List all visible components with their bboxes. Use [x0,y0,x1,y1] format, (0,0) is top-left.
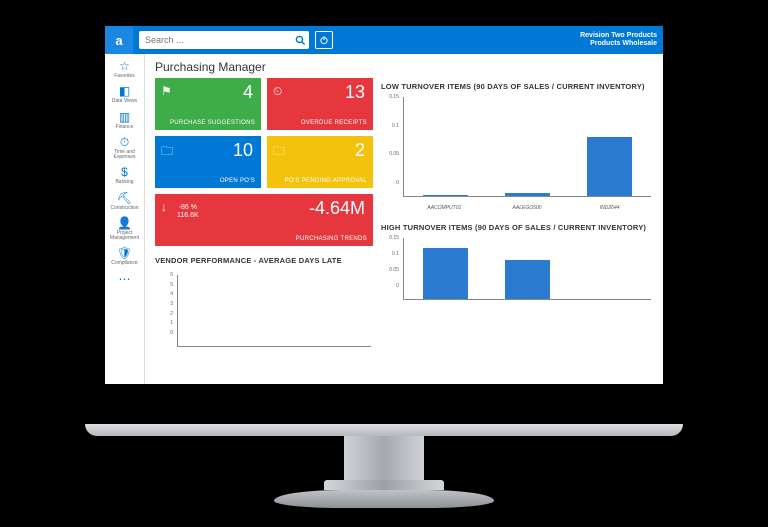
sidebar-item-more[interactable]: ⋯ [107,271,143,287]
topbar: a Revision Two Products Products Wholesa… [105,26,663,54]
tile-label: OPEN PO'S [220,178,255,184]
tile-purchasing-trends[interactable]: ↓ -86 % 116.6K -4.64M PURCHASING TRENDS [155,194,373,246]
tile-label: PURCHASING TRENDS [296,236,367,242]
person-icon: 👤 [117,217,132,229]
tile-open-pos[interactable]: 🗀 10 OPEN PO'S [155,136,261,188]
tile-value: 4 [243,82,253,103]
monitor-stand-base [274,490,494,508]
sidebar-item-label: Construction [110,206,138,211]
tile-label: PURCHASE SUGGESTIONS [170,120,255,126]
search-box[interactable] [139,31,309,49]
tile-value: -4.64M [309,198,365,219]
low-turnover-title: LOW TURNOVER ITEMS (90 DAYS OF SALES / C… [381,82,653,91]
app-logo[interactable]: a [105,26,133,54]
tile-label: OVERDUE RECEIPTS [301,120,367,126]
main-content: Purchasing Manager ⚑ 4 PURCHASE SUGGESTI… [145,54,663,384]
grid-icon: ◧ [119,85,130,97]
high-turnover-title: HIGH TURNOVER ITEMS (90 DAYS OF SALES / … [381,223,653,232]
search-input[interactable] [139,35,291,45]
tile-label: PO'S PENDING APPROVAL [285,178,367,184]
finance-icon: ▥ [119,111,130,123]
tile-value: 10 [233,140,253,161]
tile-overdue-receipts[interactable]: ⏲ 13 OVERDUE RECEIPTS [267,78,373,130]
hammer-icon: ⛏ [117,192,132,204]
more-icon: ⋯ [119,273,131,285]
sidebar-item-project[interactable]: 👤 Project Management [107,215,143,244]
tile-value: 2 [355,140,365,161]
clock-icon: ⏲ [273,84,282,99]
sidebar-item-label: Finance [116,125,134,130]
app-screen: a Revision Two Products Products Wholesa… [105,26,663,384]
trend-pct-val: -86 % [177,204,199,212]
clock-icon: ⏱ [120,136,129,148]
tile-pos-pending[interactable]: 🗀 2 PO'S PENDING APPROVAL [267,136,373,188]
trend-pct: -86 % 116.6K [177,204,199,219]
sidebar-item-label: Time and Expenses [107,150,143,161]
sidebar-item-dataviews[interactable]: ◧ Data Views [107,83,143,106]
search-icon[interactable] [291,31,309,49]
sidebar-item-label: Data Views [112,99,137,104]
sidebar-item-label: Banking [115,180,133,185]
tile-purchase-suggestions[interactable]: ⚑ 4 PURCHASE SUGGESTIONS [155,78,261,130]
power-icon[interactable] [315,31,333,49]
folder-icon: 🗀 [273,142,285,163]
monitor-stand-neck [344,436,424,490]
vendor-performance-chart: 0123456 [155,271,373,361]
sidebar: ☆ Favorites ◧ Data Views ▥ Finance ⏱ Time an… [105,54,145,384]
folder-icon: 🗀 [161,142,173,163]
company-name: Revision Two Products Products Wholesale [580,32,663,48]
sidebar-item-time[interactable]: ⏱ Time and Expenses [107,134,143,163]
trend-pct-sub: 116.6K [177,212,199,220]
company-line2: Products Wholesale [580,40,657,48]
dollar-icon: $ [121,166,128,178]
sidebar-item-finance[interactable]: ▥ Finance [107,109,143,132]
sidebar-item-label: Favorites [114,74,135,79]
monitor-chin [85,424,683,436]
sidebar-item-label: Compliance [111,261,137,266]
page-title: Purchasing Manager [145,54,663,78]
star-icon: ☆ [119,60,130,72]
flag-icon: ⚑ [161,84,172,98]
monitor-frame: a Revision Two Products Products Wholesa… [85,6,683,424]
high-turnover-chart: 00.050.10.15 [381,234,653,314]
sidebar-item-favorites[interactable]: ☆ Favorites [107,58,143,81]
sidebar-item-label: Project Management [107,231,143,242]
tile-value: 13 [345,82,365,103]
sidebar-item-compliance[interactable]: 🛡 Compliance [107,245,143,268]
sidebar-item-banking[interactable]: $ Banking [107,164,143,187]
vendor-panel-title: VENDOR PERFORMANCE - AVERAGE DAYS LATE [155,256,373,265]
sidebar-item-construction[interactable]: ⛏ Construction [107,190,143,213]
arrow-down-icon: ↓ [161,200,167,214]
company-line1: Revision Two Products [580,32,657,40]
low-turnover-chart: 00.050.10.15AACOMPUT01AALEGO500IND2644 [381,93,653,211]
shield-icon: 🛡 [117,247,132,259]
